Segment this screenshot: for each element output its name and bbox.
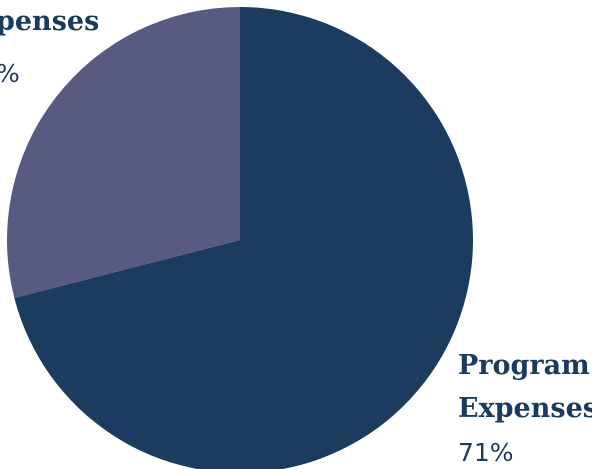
slice-label-program-line1: Program [458,350,590,381]
label-admin-expenses: penses % [0,6,99,88]
slice-percent-program: 71% [458,438,514,467]
pie-slice-expenses [7,7,241,298]
label-program-expenses: Program Expenses 71% [458,350,592,467]
pie-slices [7,7,473,469]
pie-slice-program-expenses [14,7,473,469]
slice-label-program-line2: Expenses [458,393,592,424]
slice-percent-admin: % [0,59,20,88]
slice-label-admin-line1: penses [0,6,99,37]
